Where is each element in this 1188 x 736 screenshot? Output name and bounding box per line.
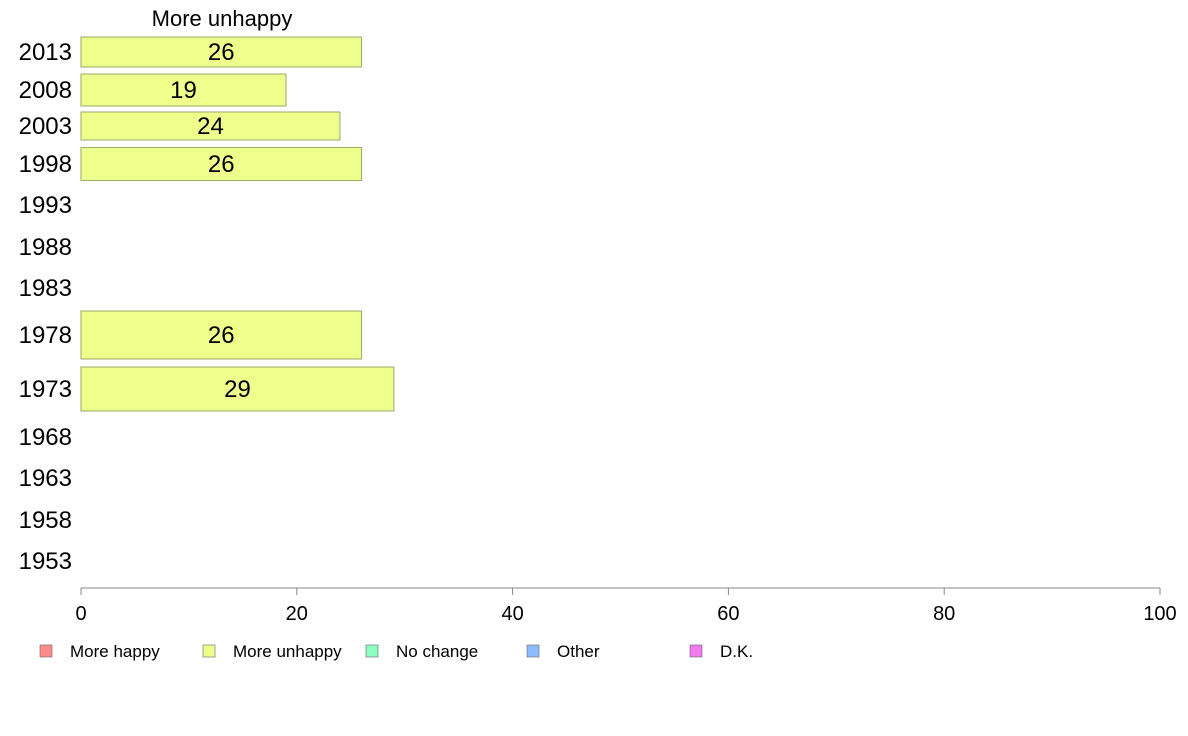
x-tick-label-80: 80 <box>933 603 955 625</box>
legend-label-no-change: No change <box>396 642 478 661</box>
legend-label-other: Other <box>557 642 600 661</box>
legend-swatch-other <box>526 644 540 658</box>
data-label-1973: 29 <box>224 376 251 403</box>
year-label-1953: 1953 <box>19 548 72 575</box>
panel-title: More unhappy <box>152 6 293 31</box>
legend-label-more-happy: More happy <box>70 642 160 661</box>
bar-2013 <box>80 36 363 68</box>
data-label-1998: 26 <box>208 151 235 178</box>
x-tick-label-40: 40 <box>501 603 523 625</box>
year-label-1963: 1963 <box>19 465 72 492</box>
data-label-1978: 26 <box>208 322 235 349</box>
legend-swatch-more-happy <box>39 644 53 658</box>
data-label-2013: 26 <box>208 39 235 66</box>
data-label-2008: 19 <box>170 77 197 104</box>
data-label-2003: 24 <box>197 113 224 140</box>
year-label-1958: 1958 <box>19 507 72 534</box>
year-label-1973: 1973 <box>19 376 72 403</box>
year-label-1968: 1968 <box>19 424 72 451</box>
bar-2003 <box>80 111 341 141</box>
year-label-1988: 1988 <box>19 234 72 261</box>
year-label-1998: 1998 <box>19 151 72 178</box>
year-label-2008: 2008 <box>19 77 72 104</box>
x-tick-label-60: 60 <box>717 603 739 625</box>
x-tick-label-20: 20 <box>286 603 308 625</box>
bar-1998 <box>80 147 363 181</box>
x-tick-label-100: 100 <box>1143 603 1176 625</box>
year-label-2013: 2013 <box>19 39 72 66</box>
year-label-1978: 1978 <box>19 322 72 349</box>
legend-swatch-more-unhappy <box>202 644 216 658</box>
legend-label-d-k: D.K. <box>720 642 753 661</box>
x-tick-label-0: 0 <box>75 603 86 625</box>
year-label-1983: 1983 <box>19 275 72 302</box>
legend-swatch-d-k <box>689 644 703 658</box>
bar-1973 <box>80 366 395 412</box>
year-label-1993: 1993 <box>19 192 72 219</box>
legend-swatch-no-change <box>365 644 379 658</box>
bar-1978 <box>80 310 363 360</box>
year-label-2003: 2003 <box>19 113 72 140</box>
bar-2008 <box>80 73 287 107</box>
legend-label-more-unhappy: More unhappy <box>233 642 342 661</box>
